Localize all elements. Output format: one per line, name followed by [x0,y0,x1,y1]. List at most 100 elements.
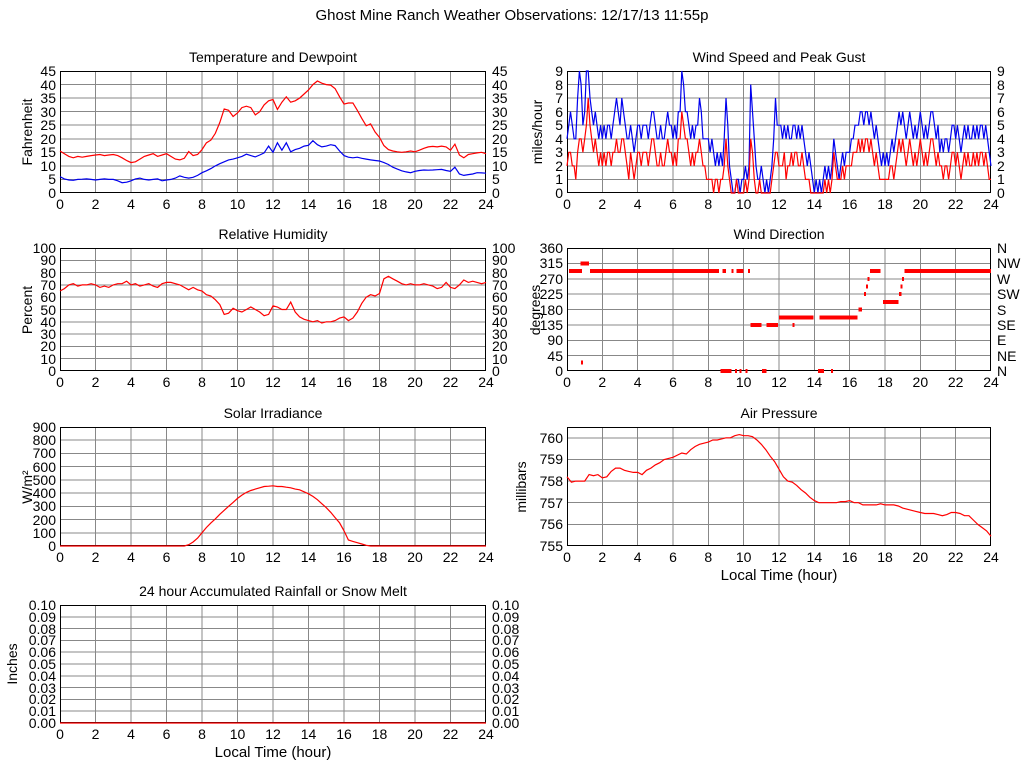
y-tick-label-right: 20 [492,338,508,355]
x-tick-label: 14 [300,726,317,742]
x-tick-label: 0 [563,196,571,212]
y-tick-label: 135 [539,316,563,333]
x-tick-label: 20 [407,726,423,742]
x-tick-label: 6 [162,549,171,565]
x-tick-label: 6 [669,549,677,565]
y-tick-label-right: 1 [997,171,1005,188]
x-tick-label: 10 [735,196,752,212]
y-tick-label: 755 [539,538,563,554]
x-tick-label: 22 [442,549,459,565]
x-tick-label: 10 [735,374,752,390]
x-tick-label: 4 [633,374,642,390]
x-tick-label: 14 [300,374,317,390]
x-tick-label: 18 [371,196,388,212]
y-tick-label: 30 [40,326,56,343]
y-tick-label: 20 [40,130,56,147]
y-tick-label: 9 [555,63,563,79]
x-tick-label: 14 [806,374,823,390]
chart-temperature-dewpoint: Temperature and Dewpoint Fahrenheit 0 2 4 6 8 1… [19,49,508,211]
x-tick-label: 14 [300,549,317,565]
y-tick-label: 0.09 [28,608,56,625]
x-tick-label: 6 [669,196,677,212]
x-tick-label: 8 [198,549,206,565]
x-tick-label: 10 [229,726,246,742]
plot-area-temperature-dewpoint [59,71,487,193]
y-tick-label-right: E [997,332,1007,349]
y-tick-label-right: N [997,240,1008,256]
x-tick-label: 18 [877,549,893,565]
chart-title-wind-direction: Wind Direction [733,226,825,242]
y-tick-label-right: NW [997,255,1021,272]
y-tick-label: 758 [539,473,563,490]
x-tick-label: 20 [407,549,423,565]
y-tick-label-right: 15 [492,144,508,161]
y-tick-label-right: SE [997,316,1016,333]
x-tick-label: 0 [563,374,571,390]
x-tick-label: 6 [669,374,677,390]
y-tick-label-right: 50 [492,301,508,318]
series-dewpoint [59,139,487,184]
y-tick-label-right: SW [997,286,1020,303]
y-tick-label: 20 [40,338,56,355]
y-tick-label: 700 [32,445,56,462]
x-tick-label: 18 [877,374,893,390]
y-tick-label: 270 [539,270,563,287]
chart-title-relative-humidity: Relative Humidity [218,226,328,242]
y-tick-label: 315 [539,255,563,272]
y-tick-label-right: 5 [492,171,500,188]
y-tick-label-right: W [997,270,1011,287]
x-tick-label: 4 [127,549,135,565]
y-tick-label: 180 [539,301,563,318]
x-tick-label: 20 [912,549,929,565]
y-tick-label: 0 [48,185,56,201]
x-tick-label: 16 [841,549,858,565]
y-tick-label-right: 0 [492,185,500,201]
x-tick-label: 24 [983,374,999,390]
x-tick-label: 24 [478,196,494,212]
y-tick-label-right: 2 [997,157,1005,174]
x-tick-label: 2 [91,374,100,390]
y-tick-label: 0 [48,538,56,554]
y-tick-label: 10 [40,157,56,174]
x-tick-label: 6 [162,374,171,390]
y-tick-label: 0 [48,363,56,379]
series-air-pressure [566,433,992,537]
x-tick-label: 8 [198,726,206,742]
x-tick-label: 12 [771,196,787,212]
chart-air-pressure: Air Pressure millibars 0 2 4 6 8 10 12 14 16 18 20 22… [513,405,999,584]
x-tick-label: 16 [841,196,858,212]
x-tick-label: 18 [371,549,388,565]
y-tick-label-right: 90 [492,252,508,269]
y-tick-label: 35 [40,90,56,107]
x-tick-label: 2 [91,726,100,742]
x-tick-label: 22 [442,726,459,742]
chart-title-solar-irradiance: Solar Irradiance [223,405,323,421]
chart-title-wind-speed-gust: Wind Speed and Peak Gust [692,49,866,65]
y-tick-label-right: 30 [492,326,508,343]
y-tick-label: 300 [32,498,56,515]
y-tick-label: 800 [32,432,56,449]
y-tick-label-right: 70 [492,276,508,293]
y-tick-label: 90 [40,252,56,269]
plot-area-relative-humidity [59,248,487,371]
y-tick-label-right: 30 [492,103,508,120]
x-tick-label: 2 [598,196,607,212]
y-tick-label: 0.07 [28,632,56,649]
y-tick-label: 70 [40,276,56,293]
series-wind-speed [566,98,991,194]
x-tick-label: 24 [983,196,999,212]
x-tick-label: 4 [633,549,642,565]
y-tick-label-right: 6 [997,103,1005,120]
plot-area-rainfall [60,605,486,724]
y-tick-label-right: 0.06 [492,644,520,661]
y-tick-label-right: 35 [492,90,508,107]
y-tick-label-right: 0.02 [492,691,520,708]
series-humidity [59,275,487,324]
y-tick-label-right: S [997,301,1007,318]
y-tick-label-right: 0.07 [492,632,520,649]
page-title: Ghost Mine Ranch Weather Observations: 1… [315,7,709,24]
y-tick-label-right: 60 [492,289,508,306]
x-tick-label: 8 [704,196,713,212]
x-tick-label: 12 [265,374,281,390]
